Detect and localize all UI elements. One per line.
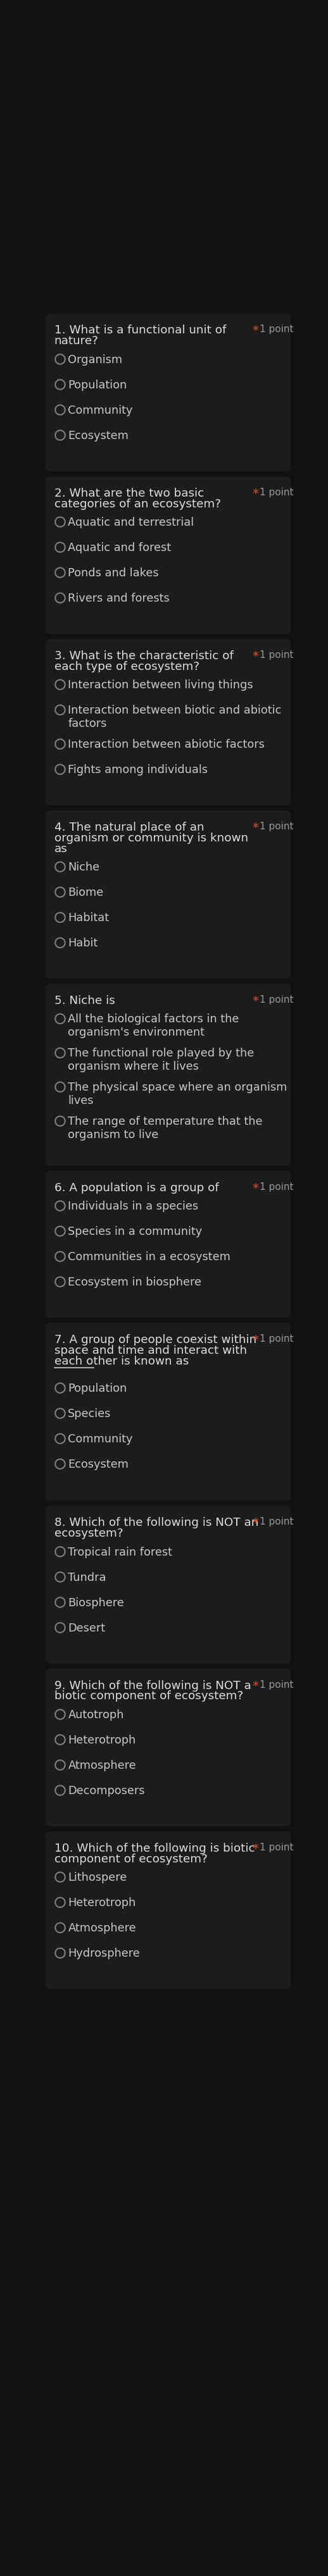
Text: component of ecosystem?: component of ecosystem? [54,1852,207,1865]
Text: 2. What are the two basic: 2. What are the two basic [54,487,204,500]
Text: Desert: Desert [68,1623,105,1633]
Text: All the biological factors in the
organism's environment: All the biological factors in the organi… [68,1012,239,1038]
FancyBboxPatch shape [45,477,291,634]
Text: Ecosystem: Ecosystem [68,1458,129,1471]
FancyBboxPatch shape [45,314,291,471]
Text: Ecosystem in biosphere: Ecosystem in biosphere [68,1275,202,1288]
Text: 1 point: 1 point [259,994,293,1005]
Text: *: * [253,487,259,500]
Text: Species: Species [68,1406,111,1419]
Text: 4. The natural place of an: 4. The natural place of an [54,822,204,832]
Text: Atmosphere: Atmosphere [68,1759,136,1770]
Text: Individuals in a species: Individuals in a species [68,1200,198,1211]
Text: 1 point: 1 point [259,1680,293,1690]
Text: Population: Population [68,379,127,392]
Text: *: * [253,1334,259,1345]
Text: *: * [253,649,259,662]
Text: Ponds and lakes: Ponds and lakes [68,567,159,580]
Text: 6. A population is a group of: 6. A population is a group of [54,1182,219,1193]
Text: Tropical rain forest: Tropical rain forest [68,1546,173,1558]
Text: biotic component of ecosystem?: biotic component of ecosystem? [54,1690,243,1703]
Text: The functional role played by the
organism where it lives: The functional role played by the organi… [68,1048,254,1072]
Text: Lithospere: Lithospere [68,1870,127,1883]
Text: Biome: Biome [68,886,104,899]
Text: Heterotroph: Heterotroph [68,1734,136,1747]
Text: 9. Which of the following is NOT a: 9. Which of the following is NOT a [54,1680,251,1690]
Text: 1 point: 1 point [259,325,293,335]
Text: 1. What is a functional unit of: 1. What is a functional unit of [54,325,226,335]
Text: Tundra: Tundra [68,1571,106,1582]
Text: Habit: Habit [68,938,98,948]
Text: Interaction between abiotic factors: Interaction between abiotic factors [68,739,265,750]
Text: Aquatic and terrestrial: Aquatic and terrestrial [68,518,194,528]
FancyBboxPatch shape [45,1324,291,1502]
Text: Rivers and forests: Rivers and forests [68,592,170,603]
FancyBboxPatch shape [45,811,291,979]
Text: Population: Population [68,1383,127,1394]
FancyBboxPatch shape [45,639,291,806]
Text: 1 point: 1 point [259,1842,293,1852]
Text: 8. Which of the following is NOT an: 8. Which of the following is NOT an [54,1517,258,1528]
Text: 10. Which of the following is biotic: 10. Which of the following is biotic [54,1842,255,1855]
Text: Niche: Niche [68,860,100,873]
FancyBboxPatch shape [45,1507,291,1664]
Text: *: * [253,822,259,835]
Text: 3. What is the characteristic of: 3. What is the characteristic of [54,649,233,662]
Text: ecosystem?: ecosystem? [54,1528,123,1538]
Text: 7. A group of people coexist within: 7. A group of people coexist within [54,1334,256,1345]
Text: 1 point: 1 point [259,822,293,832]
Text: 1 point: 1 point [259,1334,293,1342]
Text: categories of an ecosystem?: categories of an ecosystem? [54,497,221,510]
FancyBboxPatch shape [45,1832,291,1989]
Text: organism or community is known: organism or community is known [54,832,248,842]
Text: each other is known as: each other is known as [54,1355,189,1365]
Text: Organism: Organism [68,353,123,366]
Text: Aquatic and forest: Aquatic and forest [68,541,171,554]
Text: Heterotroph: Heterotroph [68,1896,136,1909]
Text: Fights among individuals: Fights among individuals [68,765,208,775]
Text: nature?: nature? [54,335,98,348]
Text: space and time and interact with: space and time and interact with [54,1345,247,1355]
FancyBboxPatch shape [45,1172,291,1319]
Text: each type of ecosystem?: each type of ecosystem? [54,659,199,672]
Text: Community: Community [68,1432,133,1445]
Text: 1 point: 1 point [259,1182,293,1190]
Text: *: * [253,325,259,337]
Text: *: * [253,994,259,1007]
Text: as: as [54,842,67,855]
Text: Habitat: Habitat [68,912,109,922]
Text: Decomposers: Decomposers [68,1785,145,1795]
Text: *: * [253,1182,259,1193]
Text: Autotroph: Autotroph [68,1708,124,1721]
Text: Community: Community [68,404,133,415]
Text: 1 point: 1 point [259,487,293,497]
Text: 1 point: 1 point [259,1517,293,1528]
Text: Species in a community: Species in a community [68,1226,202,1236]
FancyBboxPatch shape [45,984,291,1167]
Text: *: * [253,1680,259,1692]
Text: Atmosphere: Atmosphere [68,1922,136,1935]
Text: *: * [253,1842,259,1855]
FancyBboxPatch shape [45,1669,291,1826]
Text: Biosphere: Biosphere [68,1597,124,1607]
Text: Interaction between living things: Interaction between living things [68,680,253,690]
Text: Ecosystem: Ecosystem [68,430,129,440]
Text: Interaction between biotic and abiotic
factors: Interaction between biotic and abiotic f… [68,706,281,729]
Text: 1 point: 1 point [259,649,293,659]
Text: *: * [253,1517,259,1530]
Text: The physical space where an organism
lives: The physical space where an organism liv… [68,1082,287,1105]
Text: Hydrosphere: Hydrosphere [68,1947,140,1958]
Text: 5. Niche is: 5. Niche is [54,994,115,1007]
Text: Communities in a ecosystem: Communities in a ecosystem [68,1252,231,1262]
Text: The range of temperature that the
organism to live: The range of temperature that the organi… [68,1115,263,1141]
